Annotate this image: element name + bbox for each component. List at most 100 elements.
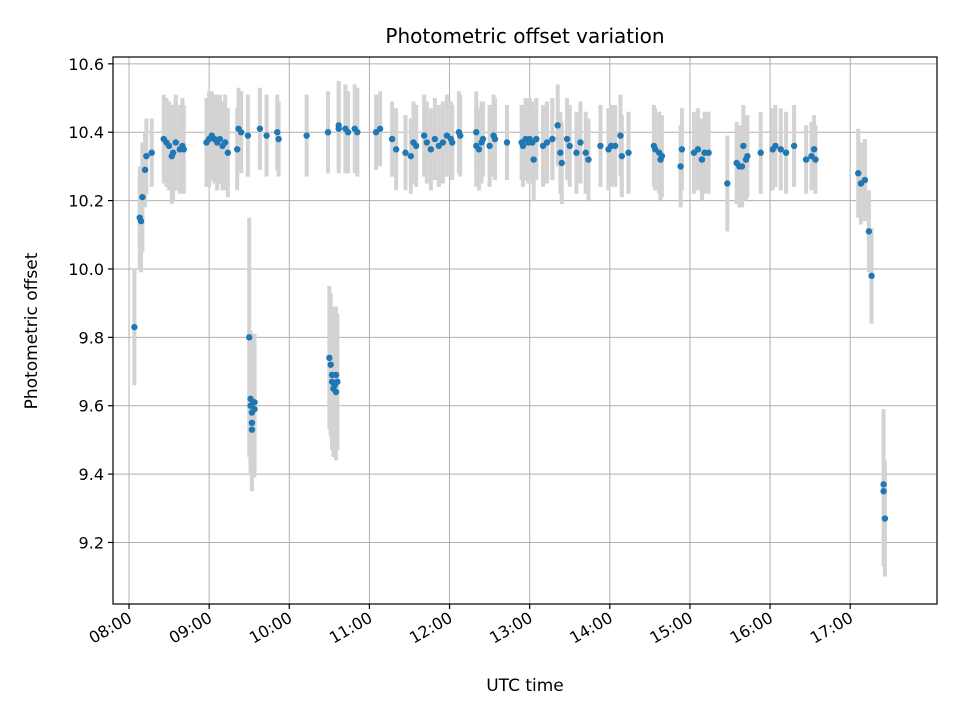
- data-point: [861, 176, 869, 184]
- data-point: [625, 149, 632, 156]
- data-point: [141, 166, 149, 174]
- data-point: [543, 139, 551, 146]
- data-point: [698, 156, 706, 163]
- data-point: [137, 217, 145, 225]
- data-point: [582, 149, 589, 156]
- data-point: [180, 146, 187, 153]
- x-tick-label: 09:00: [166, 608, 215, 648]
- data-point: [216, 135, 224, 143]
- data-point: [868, 272, 875, 279]
- data-point: [557, 149, 564, 156]
- x-tick-label: 14:00: [566, 608, 615, 648]
- data-point: [251, 399, 258, 406]
- data-point: [165, 142, 173, 150]
- data-point: [810, 146, 818, 153]
- data-point: [148, 149, 155, 156]
- data-point: [530, 156, 537, 163]
- y-tick-label: 9.4: [79, 465, 104, 484]
- data-point: [169, 149, 177, 156]
- data-point: [172, 139, 179, 146]
- data-point: [554, 122, 561, 129]
- x-ticks: 08:00 09:00 10:00 11:00 12:00 13:00 14:00 15:00…: [86, 604, 856, 648]
- data-point: [139, 193, 146, 201]
- data-point: [402, 149, 409, 156]
- data-point: [503, 139, 511, 146]
- data-point: [880, 481, 887, 488]
- data-point: [256, 125, 264, 132]
- data-point: [790, 142, 798, 150]
- data-point: [566, 142, 573, 150]
- data-point: [597, 142, 604, 150]
- data-point: [449, 139, 456, 146]
- data-point: [334, 378, 341, 385]
- x-tick-label: 13:00: [486, 608, 535, 648]
- data-point: [740, 142, 747, 150]
- data-point: [326, 354, 333, 362]
- y-ticks: 9.2 9.4 9.6 9.8 10.0 10.2 10.4 10.6: [68, 55, 113, 552]
- data-point: [246, 334, 253, 341]
- data-point: [251, 405, 258, 413]
- data-point: [563, 135, 571, 143]
- data-point: [705, 149, 712, 156]
- data-point: [248, 419, 256, 427]
- data-point: [782, 149, 790, 156]
- data-point: [457, 132, 464, 139]
- data-point: [880, 487, 887, 495]
- data-point: [533, 135, 540, 143]
- data-point: [420, 132, 428, 139]
- data-point: [865, 228, 873, 235]
- data-point: [855, 170, 862, 177]
- data-point: [224, 149, 232, 156]
- data-point: [327, 361, 334, 368]
- data-point: [221, 139, 229, 146]
- data-point: [143, 152, 150, 160]
- data-point: [802, 156, 810, 163]
- x-tick-label: 17:00: [807, 608, 856, 648]
- data-point: [677, 163, 684, 170]
- data-point: [248, 426, 256, 433]
- data-point: [475, 146, 483, 153]
- data-point: [427, 146, 435, 153]
- data-point: [658, 152, 666, 160]
- x-axis-label: UTC time: [486, 676, 564, 696]
- x-tick-label: 10:00: [246, 608, 295, 648]
- data-point: [585, 156, 592, 163]
- data-point: [263, 132, 270, 139]
- error-bars: [132, 80, 887, 577]
- data-point: [376, 125, 384, 132]
- y-tick-label: 10.2: [68, 192, 104, 211]
- data-point: [611, 142, 619, 150]
- data-point: [439, 139, 447, 146]
- plot-frame: [112, 56, 938, 605]
- y-tick-label: 9.6: [79, 397, 104, 416]
- data-point: [724, 180, 731, 187]
- data-point: [332, 371, 340, 379]
- data-point: [486, 142, 493, 150]
- y-tick-label: 9.8: [79, 328, 104, 347]
- data-point: [678, 146, 686, 153]
- data-point: [392, 146, 400, 153]
- y-tick-label: 10.0: [68, 260, 104, 279]
- data-point: [234, 146, 241, 153]
- x-tick-label: 15:00: [647, 608, 696, 648]
- data-point: [479, 135, 487, 143]
- y-tick-label: 9.2: [79, 533, 104, 552]
- data-point: [131, 323, 138, 331]
- data-point: [407, 152, 415, 160]
- data-point: [238, 129, 245, 136]
- data-point: [275, 135, 282, 143]
- data-point: [473, 129, 480, 136]
- y-axis-label: Photometric offset: [22, 252, 42, 409]
- data-point: [431, 135, 439, 143]
- y-tick-label: 10.4: [68, 123, 104, 142]
- data-point: [519, 142, 527, 150]
- data-point: [324, 129, 332, 136]
- data-point: [881, 515, 889, 522]
- data-point: [577, 139, 584, 146]
- data-point: [772, 142, 779, 150]
- data-point: [549, 135, 556, 143]
- data-point: [694, 146, 702, 153]
- data-point: [744, 152, 751, 160]
- data-point: [812, 156, 819, 163]
